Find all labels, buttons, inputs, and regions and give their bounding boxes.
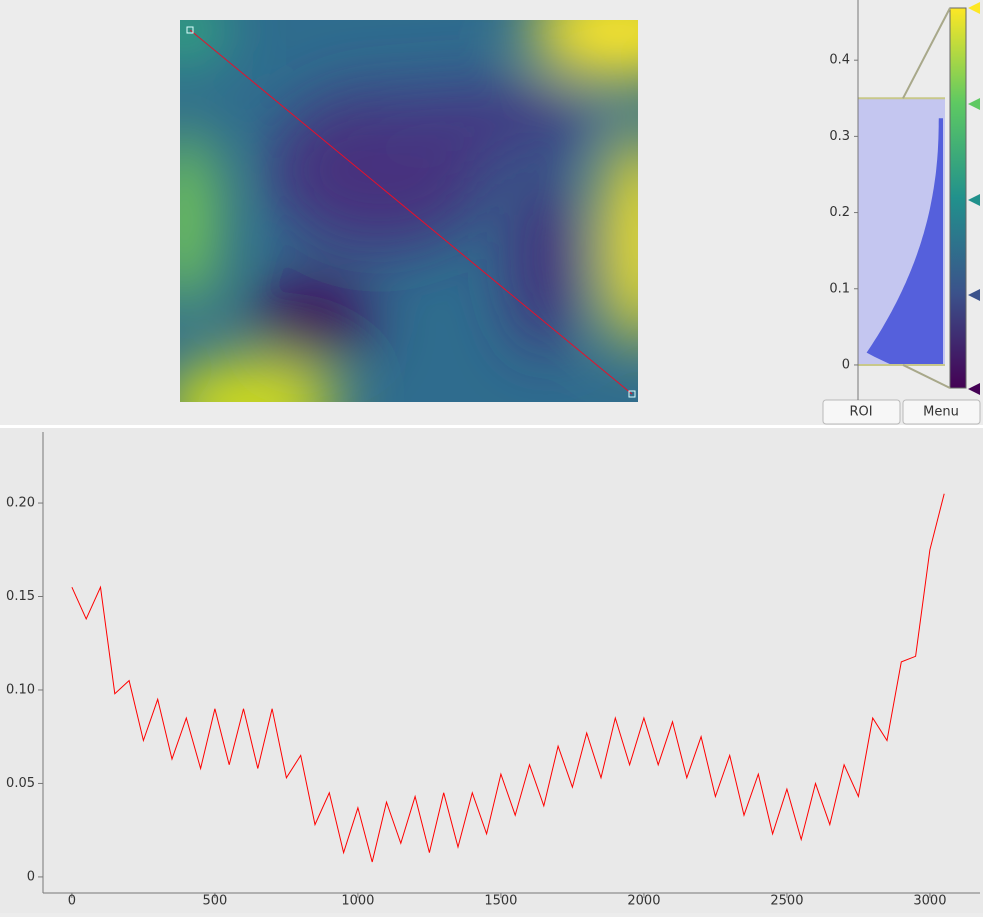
gradient-tick[interactable] (968, 98, 980, 110)
gradient-tick[interactable] (968, 194, 980, 206)
histogram-tick-label: 0.4 (829, 53, 850, 68)
y-tick-label: 0.20 (6, 496, 35, 511)
histogram-tick-label: 0.1 (829, 281, 850, 296)
x-tick-label: 2000 (627, 894, 660, 909)
y-tick-label: 0.15 (6, 589, 35, 604)
roi-button[interactable] (822, 399, 901, 425)
x-tick-label: 3000 (913, 894, 946, 909)
colorbar (949, 7, 967, 389)
y-tick-label: 0.10 (6, 682, 35, 697)
menu-button[interactable] (902, 399, 981, 425)
profile-line (71, 493, 945, 863)
level-link (902, 7, 951, 99)
x-tick-label: 1500 (484, 894, 517, 909)
x-tick-label: 1000 (341, 894, 374, 909)
histogram-shape (866, 118, 943, 366)
gradient-tick[interactable] (968, 289, 980, 301)
gradient-tick[interactable] (968, 383, 980, 395)
menu-button-label[interactable]: Menu (923, 405, 959, 420)
histogram-tick-label: 0 (842, 357, 850, 372)
y-tick-label: 0 (27, 869, 35, 884)
roi-handle[interactable] (628, 390, 636, 398)
x-tick-label: 500 (202, 894, 227, 909)
roi-button-label[interactable]: ROI (849, 405, 872, 420)
x-tick-label: 2500 (770, 894, 803, 909)
gradient-tick[interactable] (968, 2, 980, 14)
roi-handle[interactable] (186, 26, 194, 34)
splitter[interactable] (0, 425, 983, 428)
histogram-tick-label: 0.2 (829, 205, 850, 220)
level-link (902, 364, 951, 389)
line-roi[interactable] (189, 29, 633, 395)
x-tick-label: 0 (68, 894, 76, 909)
plot-panel (0, 428, 983, 913)
histogram-tick-label: 0.3 (829, 129, 850, 144)
y-tick-label: 0.05 (6, 776, 35, 791)
